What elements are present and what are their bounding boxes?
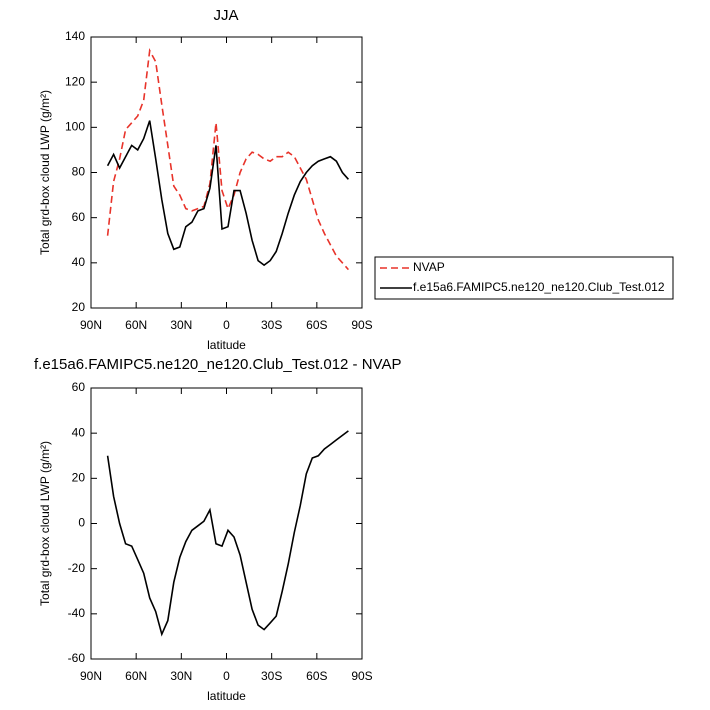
x-tick-label: 30N <box>170 669 192 683</box>
y-axis-label: Total grd-box cloud LWP (g/m²) <box>38 441 52 606</box>
y-tick-label: 100 <box>65 120 85 134</box>
data-line <box>106 430 349 637</box>
x-axis-label: latitude <box>207 689 246 703</box>
legend-label: f.e15a6.FAMIPC5.ne120_ne120.Club_Test.01… <box>413 280 665 294</box>
x-tick-label: 90N <box>80 318 102 332</box>
y-tick-label: 120 <box>65 74 85 88</box>
x-tick-label: 0 <box>223 318 230 332</box>
x-tick-label: 60S <box>306 318 327 332</box>
x-tick-label: 90S <box>351 318 372 332</box>
legend-frame <box>374 256 674 300</box>
x-tick-label: 30N <box>170 318 192 332</box>
y-tick-label: -40 <box>68 606 86 620</box>
x-tick-label: 30S <box>261 318 282 332</box>
x-tick-label: 0 <box>223 669 230 683</box>
chart-title: JJA <box>213 7 238 24</box>
x-tick-label: 60N <box>125 318 147 332</box>
data-line <box>106 47 349 271</box>
legend-label: NVAP <box>413 260 445 274</box>
y-tick-label: 20 <box>72 471 86 485</box>
y-tick-label: 140 <box>65 29 85 43</box>
chart-title: f.e15a6.FAMIPC5.ne120_ne120.Club_Test.01… <box>34 356 401 373</box>
x-tick-label: 90S <box>351 669 372 683</box>
y-tick-label: -20 <box>68 561 86 575</box>
x-tick-label: 90N <box>80 669 102 683</box>
data-line <box>106 120 349 267</box>
y-tick-label: 40 <box>72 255 86 269</box>
y-tick-label: 0 <box>78 516 85 530</box>
y-tick-label: 60 <box>72 210 86 224</box>
x-axis-label: latitude <box>207 338 246 352</box>
x-tick-label: 60S <box>306 669 327 683</box>
x-tick-label: 60N <box>125 669 147 683</box>
y-tick-label: 80 <box>72 165 86 179</box>
y-axis-label: Total grd-box cloud LWP (g/m²) <box>38 90 52 255</box>
plot-frame <box>90 387 363 660</box>
y-tick-label: 40 <box>72 425 86 439</box>
y-tick-label: -60 <box>68 651 86 665</box>
y-tick-label: 20 <box>72 300 86 314</box>
plot-frame <box>90 36 363 309</box>
y-tick-label: 60 <box>72 380 86 394</box>
x-tick-label: 30S <box>261 669 282 683</box>
